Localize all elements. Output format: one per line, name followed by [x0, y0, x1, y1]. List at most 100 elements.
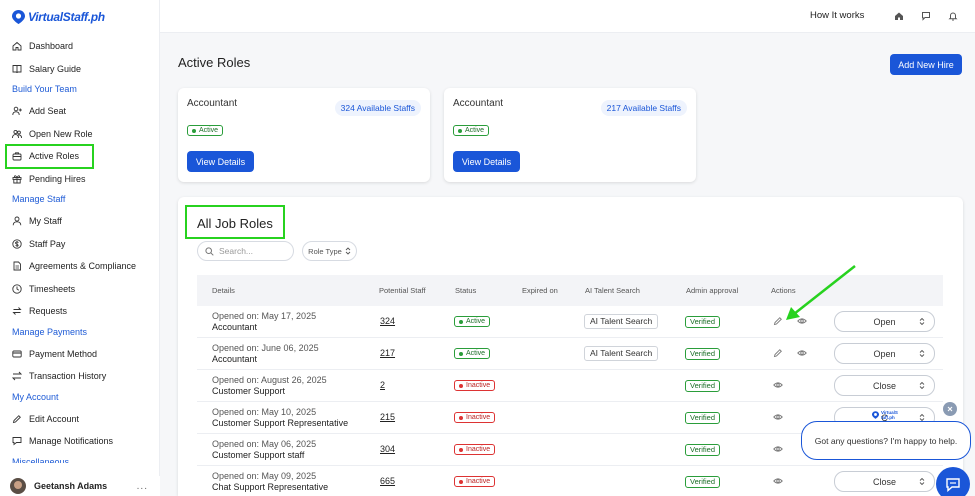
role-action-select[interactable]: Close [834, 375, 935, 396]
column-header: Admin approval [686, 286, 739, 295]
bell-icon[interactable] [948, 11, 958, 21]
sidebar-item-label: Open New Role [29, 128, 93, 139]
table-row: Opened on: June 06, 2025 Accountant 217 Act… [197, 338, 943, 370]
sidebar-item-dashboard[interactable]: Dashboard [12, 38, 73, 54]
sidebar-item-edit-account[interactable]: Edit Account [12, 411, 79, 427]
sidebar-item-label: Staff Pay [29, 238, 66, 249]
role-action-select[interactable]: Open [834, 343, 935, 364]
brand-name: VirtualStaff.ph [28, 10, 105, 24]
brand-pin-icon [12, 10, 25, 24]
status-label: Active [199, 127, 219, 134]
column-header: Details [212, 286, 235, 295]
status-label: Inactive [466, 478, 491, 485]
role-action-select[interactable]: Close [834, 471, 935, 492]
role-type-filter[interactable]: Role Type [302, 241, 357, 261]
sidebar-item-requests[interactable]: Requests [12, 303, 67, 319]
search-icon [205, 246, 214, 256]
chat-launcher-button[interactable] [936, 467, 970, 496]
eye-icon[interactable] [773, 412, 783, 422]
sidebar-item-manage-notifications[interactable]: Manage Notifications [12, 433, 113, 449]
users-icon [12, 129, 22, 138]
sidebar-item-label: Pending Hires [29, 173, 86, 184]
eye-icon[interactable] [773, 444, 783, 454]
brand-logo[interactable]: VirtualStaff.ph [12, 9, 105, 25]
sidebar-item-label: Payment Method [29, 348, 98, 359]
chat-popup[interactable]: Got any questions? I'm happy to help. [801, 421, 971, 460]
chat-message: Got any questions? I'm happy to help. [814, 435, 958, 446]
ai-talent-search-button[interactable]: AI Talent Search [584, 346, 659, 361]
avatar [10, 478, 26, 494]
edit-icon[interactable] [773, 316, 783, 326]
user-icon [12, 216, 22, 226]
home-icon [12, 41, 22, 51]
chevron-updown-icon [919, 349, 925, 358]
add-new-hire-button[interactable]: Add New Hire [890, 54, 962, 75]
status-label: Active [466, 318, 486, 325]
user-name: Geetansh Adams [34, 481, 108, 491]
sidebar-item-pending-hires[interactable]: Pending Hires [12, 171, 86, 187]
status-label: Inactive [466, 382, 491, 389]
role-type-label: Role Type [308, 246, 342, 256]
status-dot [459, 383, 463, 388]
status-badge: Active [454, 348, 491, 359]
sidebar-item-open-new-role[interactable]: Open New Role [12, 126, 93, 142]
column-header: Actions [771, 286, 796, 295]
topbar: How It works [160, 0, 975, 33]
opened-date: Opened on: May 10, 2025 [212, 407, 317, 417]
eye-icon[interactable] [797, 348, 807, 358]
edit-icon[interactable] [773, 348, 783, 358]
status-label: Active [465, 127, 485, 134]
role-action-value: Open [873, 316, 896, 327]
potential-staff-link[interactable]: 2 [380, 380, 386, 390]
sidebar-item-agreements-compliance[interactable]: Agreements & Compliance [12, 258, 136, 274]
eye-icon[interactable] [773, 476, 783, 486]
card-icon [12, 350, 22, 357]
table-title: All Job Roles [197, 216, 273, 231]
role-name: Customer Support [212, 386, 286, 396]
sidebar-item-my-staff[interactable]: My Staff [12, 213, 62, 229]
sidebar-item-active-roles[interactable]: Active Roles [12, 148, 79, 164]
approval-badge: Verified [685, 348, 721, 360]
sidebar-item-label: Edit Account [29, 413, 80, 424]
potential-staff-link[interactable]: 304 [380, 444, 396, 454]
more-menu-button[interactable]: ... [136, 480, 148, 492]
chat-close-button[interactable] [943, 402, 957, 416]
message-icon[interactable] [921, 11, 931, 21]
view-details-button[interactable]: View Details [187, 151, 254, 172]
status-badge: Active [454, 316, 491, 327]
close-icon [947, 406, 953, 412]
search-input[interactable] [219, 246, 287, 256]
sidebar-item-label: Dashboard [29, 41, 74, 51]
view-details-button[interactable]: View Details [453, 151, 520, 172]
available-staff-pill: 217 Available Staffs [600, 100, 687, 116]
role-name: Customer Support staff [212, 450, 305, 460]
potential-staff-link[interactable]: 324 [380, 316, 396, 326]
approval-badge: Verified [685, 380, 721, 392]
sidebar-item-label: Timesheets [29, 283, 76, 294]
potential-staff-link[interactable]: 665 [380, 476, 396, 486]
user-profile[interactable]: Geetansh Adams ... [0, 476, 160, 496]
chat-icon [946, 477, 960, 492]
opened-date: Opened on: August 26, 2025 [212, 375, 327, 385]
home-icon[interactable] [894, 11, 904, 21]
search-box [197, 241, 294, 261]
page-title: Active Roles [178, 55, 251, 70]
eye-icon[interactable] [797, 316, 807, 326]
sidebar-item-add-seat[interactable]: Add Seat [12, 103, 66, 119]
status-dot [459, 479, 463, 484]
sidebar-item-payment-method[interactable]: Payment Method [12, 346, 97, 362]
ai-talent-search-button[interactable]: AI Talent Search [584, 314, 659, 329]
how-it-works-link[interactable]: How It works [810, 10, 865, 21]
sidebar-item-transaction-history[interactable]: Transaction History [12, 368, 106, 384]
role-action-select[interactable]: Open [834, 311, 935, 332]
potential-staff-link[interactable]: 217 [380, 348, 396, 358]
role-name: Accountant [212, 322, 258, 332]
sidebar-item-salary-guide[interactable]: Salary Guide [12, 61, 81, 77]
status-dot [458, 128, 462, 133]
sidebar-item-staff-pay[interactable]: Staff Pay [12, 236, 65, 252]
card-role-title: Accountant [187, 98, 238, 109]
eye-icon[interactable] [773, 380, 783, 390]
approval-badge: Verified [685, 476, 721, 488]
sidebar-item-timesheets[interactable]: Timesheets [12, 281, 75, 297]
potential-staff-link[interactable]: 215 [380, 412, 396, 422]
